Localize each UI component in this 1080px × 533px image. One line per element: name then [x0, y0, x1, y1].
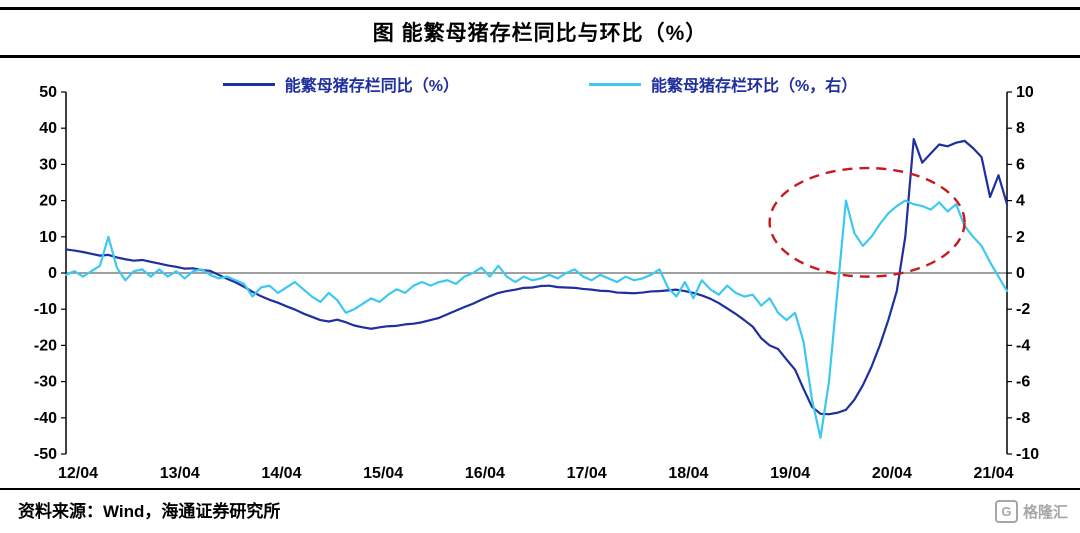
x-axis-tick-label: 14/04	[261, 465, 301, 482]
legend-label-yoy: 能繁母猪存栏同比（%）	[284, 78, 459, 95]
x-axis-tick-label: 15/04	[363, 465, 403, 482]
right-axis-tick-label: -6	[1016, 374, 1030, 391]
left-axis-tick-label: 10	[39, 229, 57, 246]
right-axis-tick-label: -8	[1016, 410, 1030, 427]
legend-label-mom: 能繁母猪存栏环比（%，右）	[651, 78, 858, 95]
right-axis-tick-label: 6	[1016, 156, 1025, 173]
mom-line-swatch	[589, 82, 641, 86]
right-axis-tick-label: -4	[1016, 337, 1030, 354]
x-axis-tick-label: 20/04	[872, 465, 912, 482]
title-underline-rule	[0, 55, 1080, 58]
left-axis-tick-label: 40	[39, 120, 57, 137]
right-axis-tick-label: 0	[1016, 265, 1025, 282]
x-axis-tick-label: 13/04	[160, 465, 200, 482]
source-note: 资料来源：Wind，海通证券研究所	[18, 502, 281, 521]
left-axis-tick-label: 0	[48, 265, 57, 282]
left-axis-tick-label: 20	[39, 193, 57, 210]
x-axis-tick-label: 17/04	[567, 465, 607, 482]
watermark-text: 格隆汇	[1022, 504, 1068, 521]
right-axis-tick-label: -2	[1016, 301, 1030, 318]
x-axis-tick-label: 12/04	[58, 465, 98, 482]
yoy-line-swatch	[222, 82, 275, 86]
x-axis-tick-label: 16/04	[465, 465, 505, 482]
legend-item-mom: 能繁母猪存栏环比（%，右）	[589, 72, 857, 96]
mom-series-line	[64, 199, 1009, 439]
chart-legend: 能繁母猪存栏同比（%） 能繁母猪存栏环比（%，右）	[0, 72, 1080, 96]
left-axis-tick-label: -20	[34, 337, 57, 354]
legend-item-yoy: 能繁母猪存栏同比（%）	[222, 72, 459, 96]
page-title: 图 能繁母猪存栏同比与环比（%）	[372, 22, 708, 45]
top-rule	[0, 7, 1080, 10]
right-axis-tick-label: 4	[1016, 193, 1025, 210]
left-axis-tick-label: -40	[34, 410, 57, 427]
x-axis-tick-label: 21/04	[974, 465, 1014, 482]
gelonghui-icon: G	[994, 500, 1018, 523]
left-axis-tick-label: -10	[34, 301, 57, 318]
left-axis-tick-label: 50	[39, 84, 57, 101]
right-axis-tick-label: -10	[1016, 446, 1039, 463]
left-axis-tick-label: -50	[34, 446, 57, 463]
right-axis-tick-label: 2	[1016, 229, 1025, 246]
footer-rule	[0, 488, 1080, 490]
left-axis-tick-label: 30	[39, 156, 57, 173]
left-axis-tick-label: -30	[34, 374, 57, 391]
right-axis-tick-label: 10	[1016, 84, 1034, 101]
x-axis-tick-label: 18/04	[668, 465, 708, 482]
annotation-ellipse	[768, 166, 966, 278]
watermark-logo: G 格隆汇	[994, 500, 1068, 523]
right-axis-tick-label: 8	[1016, 120, 1025, 137]
x-axis-tick-label: 19/04	[770, 465, 810, 482]
